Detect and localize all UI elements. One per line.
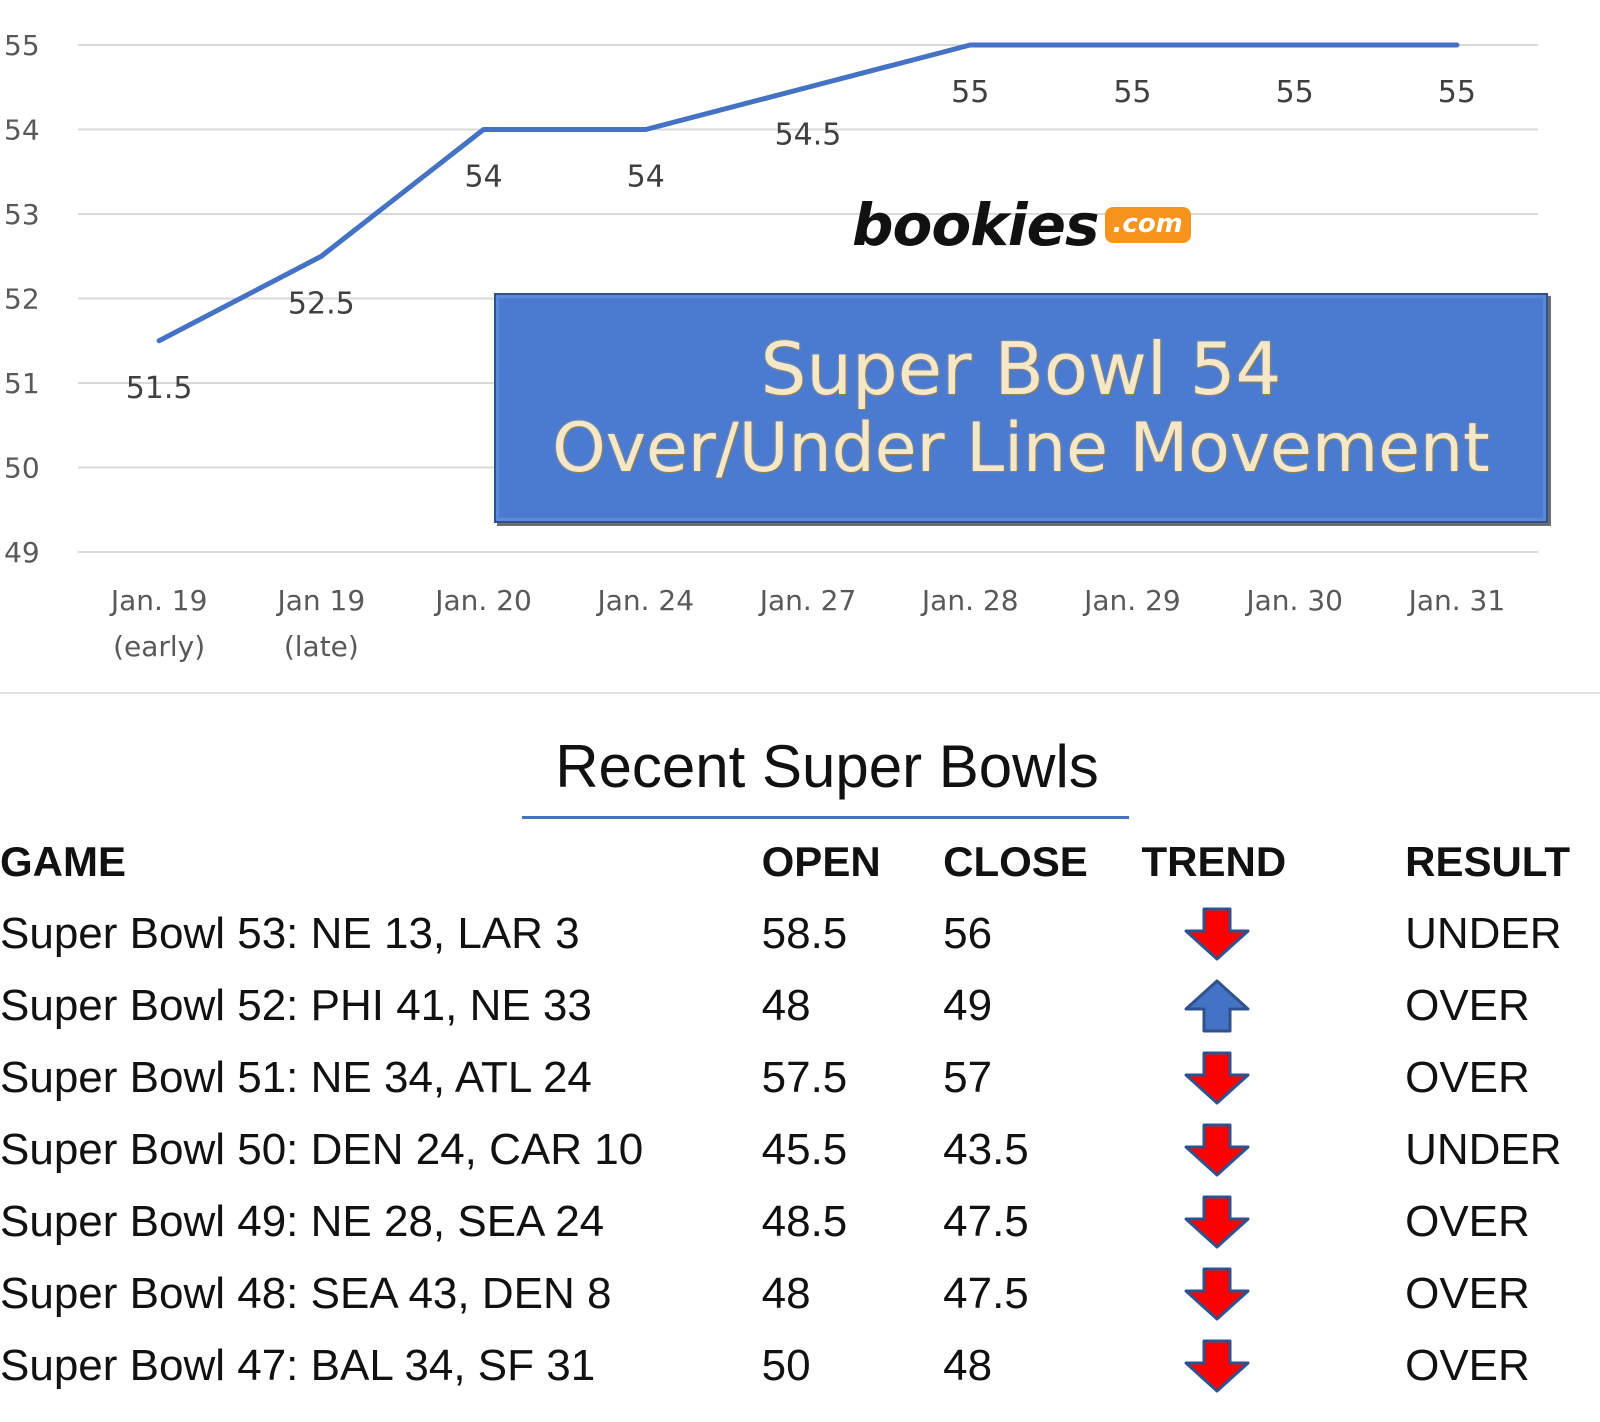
up-arrow-icon (1182, 979, 1406, 1033)
recent-super-bowls-table: GAME OPEN CLOSE TREND RESULT Super Bowl … (0, 826, 1600, 1402)
row-close-cell: 49 (943, 981, 993, 1030)
header-game: GAME (0, 838, 126, 885)
row-close-cell: 56 (943, 909, 993, 958)
chart-title-box: Super Bowl 54 Over/Under Line Movement (494, 293, 1548, 523)
table-row: Super Bowl 48: SEA 43, DEN 8 48 47.5 OVER (0, 1258, 1600, 1330)
row-close-cell: 57 (943, 1053, 993, 1102)
row-result-cell: OVER (1405, 1197, 1530, 1246)
x-tick-label: Jan. 19 (early) (109, 584, 208, 663)
table-row: Super Bowl 47: BAL 34, SF 31 50 48 OVER (0, 1330, 1600, 1402)
table-row: Super Bowl 52: PHI 41, NE 33 48 49 OVER (0, 970, 1600, 1042)
y-tick-label: 55 (4, 29, 40, 62)
row-result-cell: UNDER (1405, 909, 1562, 958)
data-label: 55 (1438, 75, 1476, 110)
row-result-cell: OVER (1405, 1269, 1530, 1318)
data-label: 55 (951, 75, 989, 110)
data-label: 54 (464, 160, 502, 195)
table-row: Super Bowl 51: NE 34, ATL 24 57.5 57 OVER (0, 1042, 1600, 1114)
x-tick-label: Jan. 27 (758, 584, 857, 617)
row-trend-cell (1142, 1258, 1406, 1330)
x-tick-label: Jan. 20 (433, 584, 532, 617)
bookies-logo: bookies .com (852, 190, 1191, 260)
row-game-cell: Super Bowl 47: BAL 34, SF 31 (0, 1341, 596, 1390)
row-result-cell: UNDER (1405, 1125, 1562, 1174)
table-row: Super Bowl 53: NE 13, LAR 3 58.5 56 UNDER (0, 898, 1600, 970)
row-close-cell: 47.5 (943, 1269, 1029, 1318)
chart-title-line-2: Over/Under Line Movement (552, 409, 1490, 489)
y-axis-ticks: 49 50 51 52 53 54 55 (4, 29, 40, 569)
x-tick-label: Jan. 30 (1244, 584, 1343, 617)
table-body: Super Bowl 53: NE 13, LAR 3 58.5 56 UNDER Su… (0, 898, 1600, 1402)
data-label: 54 (627, 160, 665, 195)
down-arrow-icon (1182, 907, 1406, 961)
row-trend-cell (1142, 1186, 1406, 1258)
down-arrow-icon (1182, 1123, 1406, 1177)
y-tick-label: 51 (4, 367, 40, 400)
row-open-cell: 57.5 (761, 1053, 848, 1102)
down-arrow-icon (1182, 1051, 1406, 1105)
y-tick-label: 53 (4, 198, 40, 231)
x-tick-label: Jan. 24 (595, 584, 694, 617)
header-close: CLOSE (943, 838, 1088, 885)
row-trend-cell (1142, 1330, 1406, 1402)
row-open-cell: 50 (761, 1341, 811, 1390)
row-trend-cell (1142, 1042, 1406, 1114)
series-line (156, 42, 1460, 344)
row-game-cell: Super Bowl 51: NE 34, ATL 24 (0, 1053, 592, 1102)
section-divider (0, 692, 1600, 694)
table-row: Super Bowl 49: NE 28, SEA 24 48.5 47.5 OVER (0, 1186, 1600, 1258)
header-result: RESULT (1405, 838, 1570, 885)
row-open-cell: 48 (761, 1269, 811, 1318)
data-label: 52.5 (288, 286, 355, 321)
table-title: Recent Super Bowls (555, 733, 1099, 800)
row-game-cell: Super Bowl 50: DEN 24, CAR 10 (0, 1125, 644, 1174)
y-tick-label: 49 (4, 536, 40, 569)
row-open-cell: 45.5 (761, 1125, 848, 1174)
row-trend-cell (1142, 1114, 1406, 1186)
brand-name: bookies (852, 191, 1100, 259)
y-tick-label: 50 (4, 452, 40, 485)
series-line-layer (156, 42, 1460, 344)
table-title-underline (522, 816, 1129, 819)
row-open-cell: 58.5 (761, 909, 848, 958)
row-close-cell: 48 (943, 1341, 993, 1390)
down-arrow-icon (1182, 1339, 1406, 1393)
row-open-cell: 48 (761, 981, 811, 1030)
row-game-cell: Super Bowl 52: PHI 41, NE 33 (0, 981, 592, 1030)
down-arrow-icon (1182, 1267, 1406, 1321)
line-chart: 49 50 51 52 53 54 55 Jan. 19 (early) Jan 19 (late… (4, 29, 1538, 663)
row-trend-cell (1142, 898, 1406, 970)
row-game-cell: Super Bowl 53: NE 13, LAR 3 (0, 909, 580, 958)
y-tick-label: 52 (4, 283, 40, 316)
x-tick-label: Jan. 28 (920, 584, 1019, 617)
x-axis-ticks: Jan. 19 (early) Jan 19 (late) Jan. 20 Jan. 24… (109, 584, 1505, 663)
chart-title-line-1: Super Bowl 54 (760, 326, 1282, 411)
table-row: Super Bowl 50: DEN 24, CAR 10 45.5 43.5 UND… (0, 1114, 1600, 1186)
data-label: 51.5 (126, 371, 193, 406)
row-close-cell: 43.5 (943, 1125, 1029, 1174)
row-game-cell: Super Bowl 49: NE 28, SEA 24 (0, 1197, 605, 1246)
data-label: 55 (1113, 75, 1151, 110)
x-tick-label: Jan. 29 (1082, 584, 1181, 617)
data-labels: 51.5 52.5 54 54 54.5 55 55 55 55 (126, 75, 1476, 406)
data-label: 54.5 (775, 117, 842, 152)
x-tick-label: Jan 19 (late) (275, 584, 365, 663)
row-open-cell: 48.5 (761, 1197, 848, 1246)
y-tick-label: 54 (4, 114, 40, 147)
row-result-cell: OVER (1405, 1053, 1530, 1102)
data-label: 55 (1276, 75, 1314, 110)
row-trend-cell (1142, 970, 1406, 1042)
row-result-cell: OVER (1405, 1341, 1530, 1390)
row-game-cell: Super Bowl 48: SEA 43, DEN 8 (0, 1269, 612, 1318)
table-header-row: GAME OPEN CLOSE TREND RESULT (0, 826, 1600, 898)
row-result-cell: OVER (1405, 981, 1530, 1030)
brand-tld: .com (1104, 207, 1191, 243)
header-open: OPEN (761, 838, 881, 885)
x-tick-label: Jan. 31 (1407, 584, 1506, 617)
row-close-cell: 47.5 (943, 1197, 1029, 1246)
header-trend: TREND (1141, 838, 1287, 885)
down-arrow-icon (1182, 1195, 1406, 1249)
